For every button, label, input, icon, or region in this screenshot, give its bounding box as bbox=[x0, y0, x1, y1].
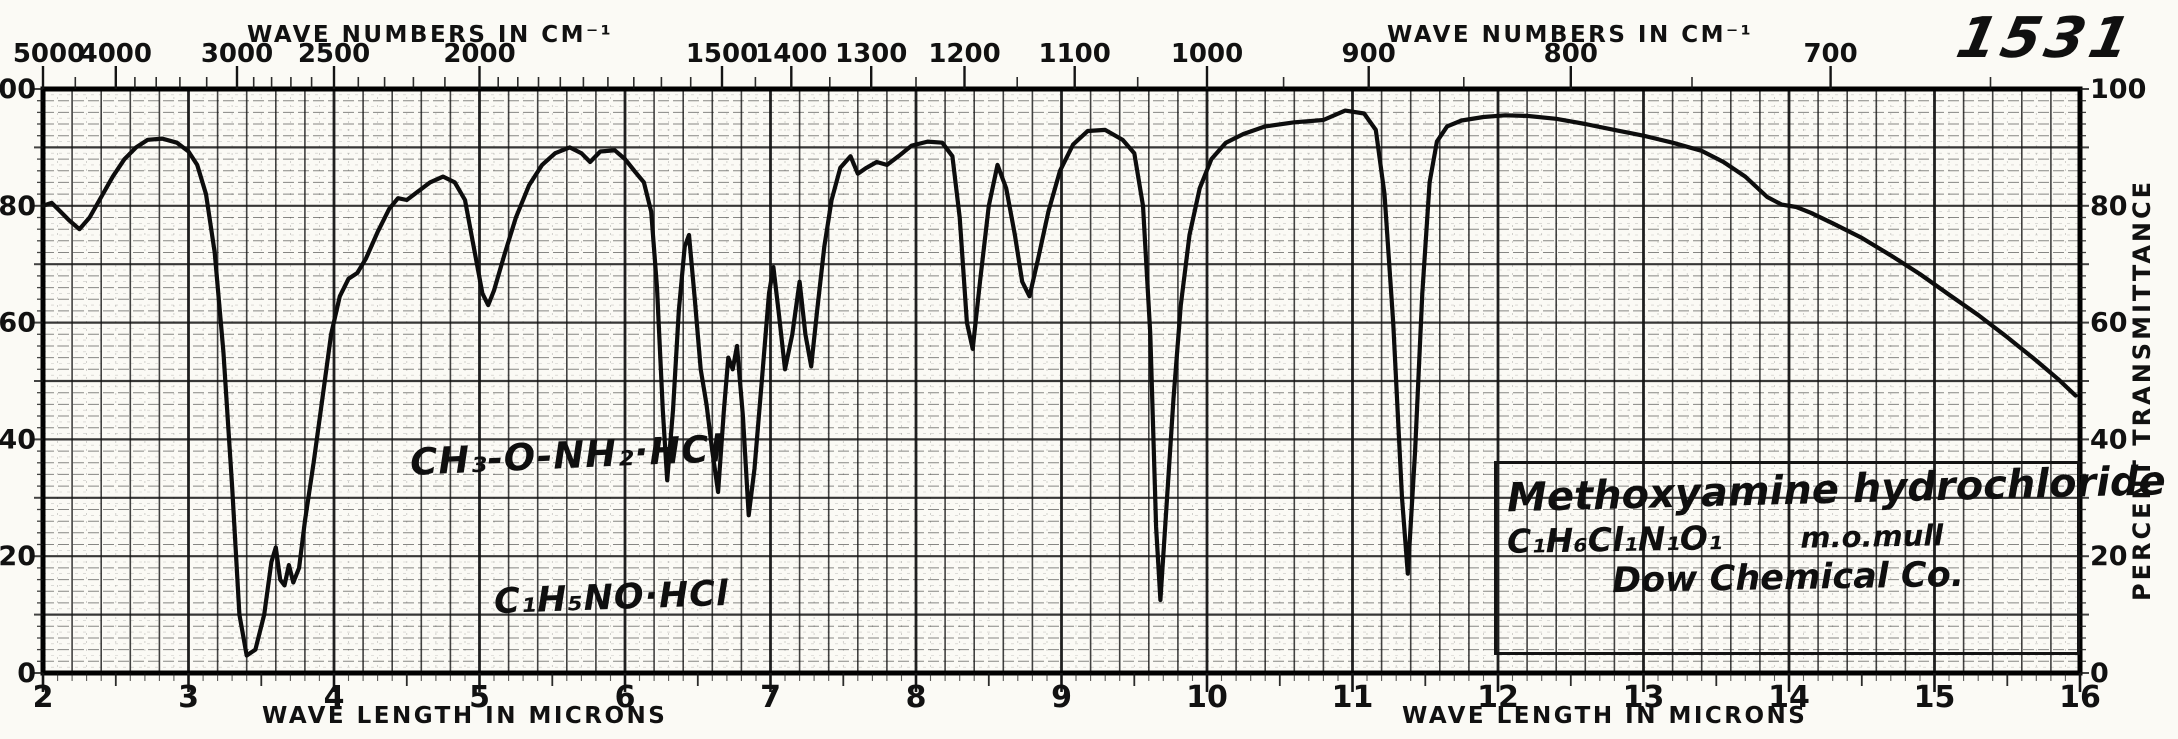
right-axis-tick-label: 0 bbox=[2090, 658, 2109, 689]
bottom-axis-tick-label: 16 bbox=[2059, 680, 2101, 715]
bottom-axis-tick-label: 11 bbox=[1332, 680, 1374, 715]
left-axis-tick-label: 80 bbox=[0, 191, 36, 222]
left-axis-tick-label: 100 bbox=[0, 74, 36, 105]
top-axis-tick-label: 900 bbox=[1342, 39, 1396, 69]
empirical-formula-annotation: C₁H₅NO·HCl bbox=[493, 573, 730, 623]
left-axis-tick-label: 40 bbox=[0, 424, 36, 455]
company-name: Dow Chemical Co. bbox=[1611, 554, 1965, 602]
right-axis-tick-label: 40 bbox=[2090, 424, 2128, 455]
bottom-axis-title-left: WAVE LENGTH IN MICRONS bbox=[262, 703, 668, 729]
right-axis-tick-label: 80 bbox=[2090, 191, 2128, 222]
top-axis-tick-label: 1200 bbox=[928, 39, 1000, 69]
top-axis-tick-label: 1400 bbox=[755, 39, 827, 69]
bottom-axis-tick-label: 6 bbox=[615, 680, 636, 715]
top-axis-tick-label: 800 bbox=[1544, 39, 1598, 69]
preparation-method: m.o.mull bbox=[1800, 518, 1944, 555]
top-axis-tick-label: 4000 bbox=[80, 39, 152, 69]
top-axis-tick-label: 1300 bbox=[835, 39, 907, 69]
top-axis-tick-label: 2000 bbox=[443, 39, 515, 69]
left-axis-tick-label: 20 bbox=[0, 541, 36, 572]
bottom-axis-tick-label: 8 bbox=[906, 680, 927, 715]
top-axis-tick-label: 5000 bbox=[13, 39, 85, 69]
bottom-axis-tick-label: 12 bbox=[1477, 680, 1519, 715]
spectrum-curve bbox=[40, 108, 2078, 658]
sheet-number: 1531 bbox=[1951, 6, 2141, 71]
top-axis-title-right: WAVE NUMBERS IN CM⁻¹ bbox=[1387, 22, 1754, 48]
top-axis-tick-label: 1100 bbox=[1039, 39, 1111, 69]
top-axis-tick-label: 1000 bbox=[1171, 39, 1243, 69]
compound-name: Methoxyamine hydrochloride bbox=[1506, 458, 2167, 522]
bottom-axis-title-right: WAVE LENGTH IN MICRONS bbox=[1402, 703, 1808, 729]
right-axis-tick-label: 60 bbox=[2090, 308, 2128, 339]
top-axis-tick-label: 1500 bbox=[686, 39, 758, 69]
bottom-axis-tick-label: 7 bbox=[760, 680, 781, 715]
bottom-axis-tick-label: 3 bbox=[178, 680, 199, 715]
top-axis-tick-label: 2500 bbox=[298, 39, 370, 69]
bottom-axis-tick-label: 9 bbox=[1051, 680, 1072, 715]
top-axis-tick-label: 700 bbox=[1803, 39, 1857, 69]
sample-info-box: Methoxyamine hydrochloride C₁H₆Cl₁N₁O₁ m… bbox=[1494, 458, 2167, 655]
compound-formula: C₁H₆Cl₁N₁O₁ bbox=[1506, 518, 1723, 561]
top-axis-title-left: WAVE NUMBERS IN CM⁻¹ bbox=[247, 22, 614, 48]
right-axis-title: PERCENT TRANSMITTANCE bbox=[2128, 179, 2156, 601]
left-axis-tick-label: 60 bbox=[0, 308, 36, 339]
right-axis-tick-label: 20 bbox=[2090, 541, 2128, 572]
bottom-axis-tick-label: 4 bbox=[324, 680, 345, 715]
bottom-axis-tick-label: 2 bbox=[33, 680, 54, 715]
bottom-axis-tick-label: 10 bbox=[1186, 680, 1228, 715]
left-axis-tick-label: 0 bbox=[17, 658, 36, 689]
bottom-axis-tick-label: 15 bbox=[1914, 680, 1956, 715]
bottom-axis-tick-label: 14 bbox=[1768, 680, 1810, 715]
bottom-axis-tick-label: 13 bbox=[1623, 680, 1665, 715]
right-axis-tick-label: 100 bbox=[2090, 74, 2146, 105]
top-axis-tick-label: 3000 bbox=[201, 39, 273, 69]
bottom-axis-tick-label: 5 bbox=[469, 680, 490, 715]
